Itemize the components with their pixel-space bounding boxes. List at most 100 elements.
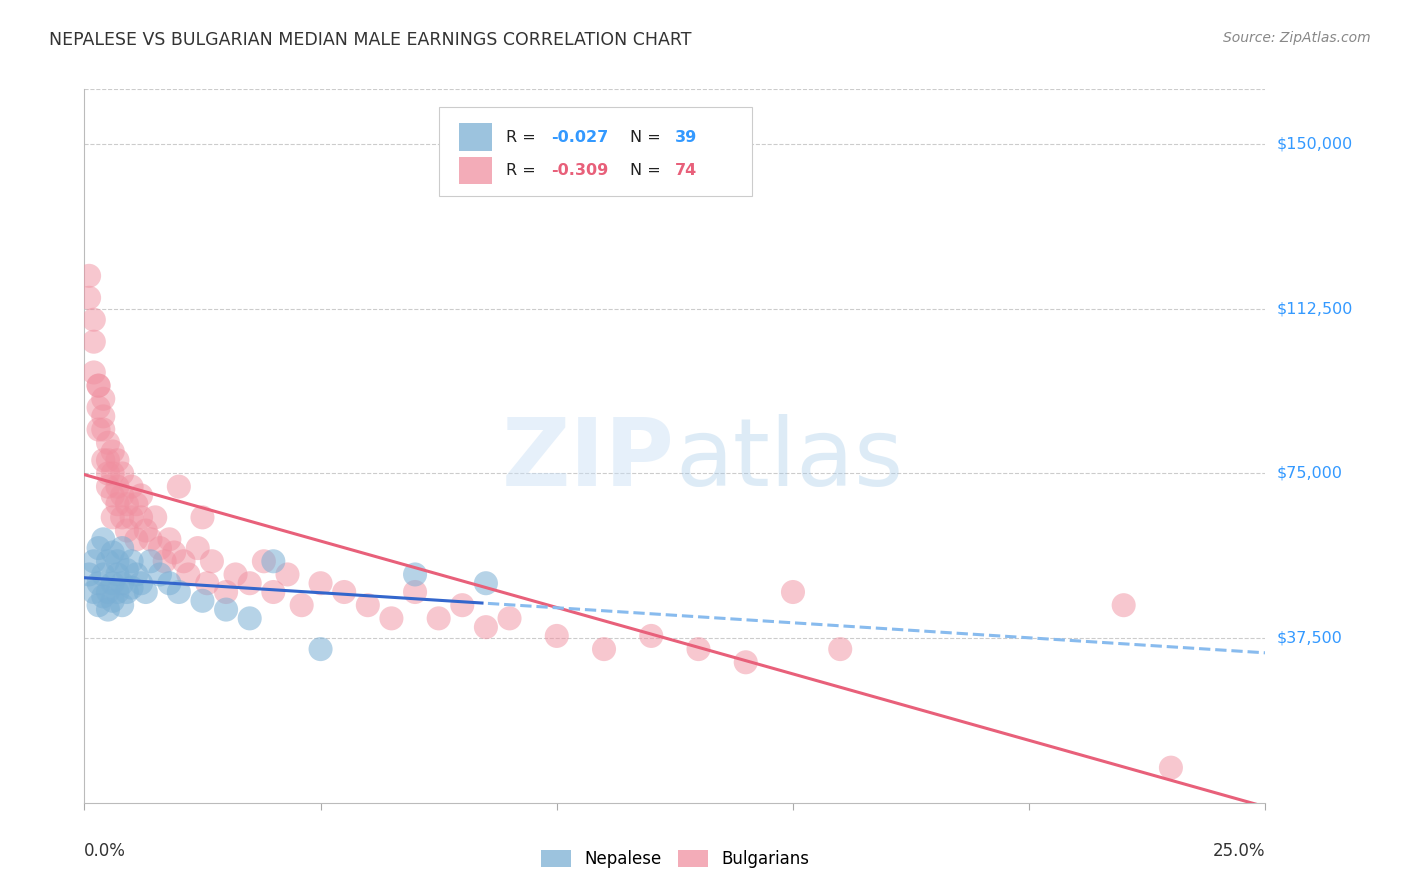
Text: NEPALESE VS BULGARIAN MEDIAN MALE EARNINGS CORRELATION CHART: NEPALESE VS BULGARIAN MEDIAN MALE EARNIN…: [49, 31, 692, 49]
Point: [163, 545, 186, 559]
FancyBboxPatch shape: [439, 107, 752, 196]
Point: [167, 585, 190, 599]
Point: [87, 576, 110, 591]
Text: -0.027: -0.027: [551, 129, 609, 145]
Point: [139, 554, 162, 568]
Text: N =: N =: [630, 129, 666, 145]
Point: [149, 541, 172, 555]
Point: [97, 585, 120, 599]
Point: [87, 598, 110, 612]
Point: [734, 655, 756, 669]
Point: [427, 611, 450, 625]
Point: [111, 488, 134, 502]
Point: [115, 585, 138, 599]
Point: [129, 488, 152, 502]
Point: [309, 576, 332, 591]
Point: [77, 291, 100, 305]
Point: [1160, 761, 1182, 775]
Point: [475, 576, 498, 591]
Point: [830, 642, 852, 657]
Point: [239, 611, 262, 625]
Text: 39: 39: [675, 129, 697, 145]
Point: [83, 366, 105, 380]
Point: [215, 602, 238, 616]
Text: atlas: atlas: [675, 414, 903, 507]
Point: [129, 510, 152, 524]
Point: [111, 510, 134, 524]
Point: [404, 567, 426, 582]
Point: [83, 334, 105, 349]
FancyBboxPatch shape: [458, 157, 492, 184]
Point: [139, 533, 162, 547]
Point: [121, 510, 143, 524]
Point: [97, 467, 120, 481]
Point: [111, 467, 134, 481]
Text: 25.0%: 25.0%: [1213, 842, 1265, 860]
Point: [782, 585, 804, 599]
Point: [83, 585, 105, 599]
Point: [111, 598, 134, 612]
Point: [87, 401, 110, 415]
Text: $150,000: $150,000: [1277, 136, 1353, 152]
Point: [475, 620, 498, 634]
Point: [107, 585, 129, 599]
Point: [91, 590, 114, 604]
Point: [380, 611, 402, 625]
Point: [688, 642, 710, 657]
Point: [546, 629, 568, 643]
Point: [121, 581, 143, 595]
Point: [177, 567, 200, 582]
Text: $37,500: $37,500: [1277, 631, 1343, 646]
Point: [309, 642, 332, 657]
Point: [125, 567, 148, 582]
Point: [91, 392, 114, 406]
Point: [157, 533, 180, 547]
Point: [195, 576, 218, 591]
Point: [97, 480, 120, 494]
Text: ZIP: ZIP: [502, 414, 675, 507]
Point: [97, 602, 120, 616]
Point: [101, 576, 124, 591]
Legend: Nepalese, Bulgarians: Nepalese, Bulgarians: [533, 842, 817, 877]
Point: [276, 567, 298, 582]
Point: [125, 497, 148, 511]
Point: [191, 510, 214, 524]
Point: [121, 554, 143, 568]
Point: [333, 585, 356, 599]
Point: [593, 642, 616, 657]
Point: [143, 510, 166, 524]
Text: -0.309: -0.309: [551, 163, 609, 178]
Point: [157, 576, 180, 591]
Point: [135, 585, 157, 599]
Point: [107, 480, 129, 494]
Point: [404, 585, 426, 599]
Point: [451, 598, 474, 612]
Text: $75,000: $75,000: [1277, 466, 1343, 481]
Point: [191, 594, 214, 608]
Point: [115, 497, 138, 511]
Point: [91, 409, 114, 424]
Point: [101, 545, 124, 559]
Point: [111, 541, 134, 555]
Point: [153, 554, 176, 568]
Point: [107, 567, 129, 582]
Point: [97, 453, 120, 467]
Point: [91, 533, 114, 547]
Point: [97, 435, 120, 450]
Point: [87, 423, 110, 437]
Point: [149, 567, 172, 582]
Point: [77, 268, 100, 283]
Point: [640, 629, 662, 643]
Text: R =: R =: [506, 163, 541, 178]
Text: $112,500: $112,500: [1277, 301, 1353, 317]
Point: [111, 576, 134, 591]
Point: [201, 554, 224, 568]
Text: R =: R =: [506, 129, 541, 145]
Point: [187, 541, 209, 555]
Point: [253, 554, 276, 568]
Point: [87, 378, 110, 392]
Point: [101, 594, 124, 608]
Point: [1112, 598, 1135, 612]
Point: [107, 554, 129, 568]
Point: [107, 497, 129, 511]
